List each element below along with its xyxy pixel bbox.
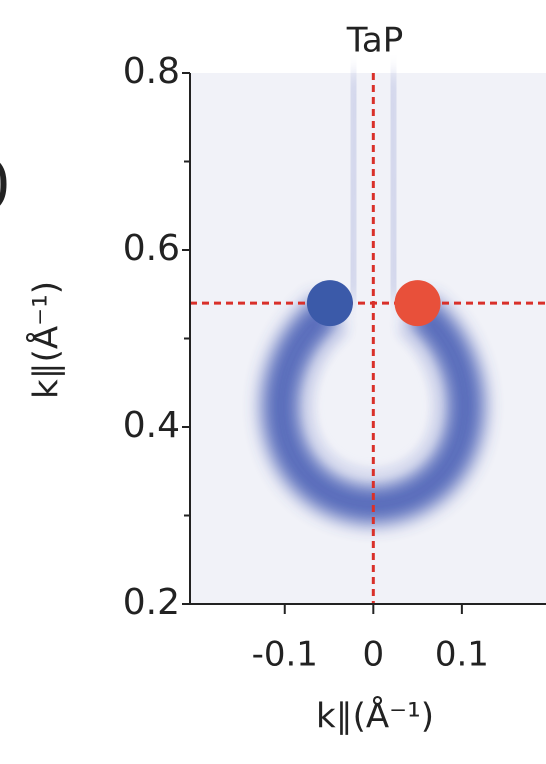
y-axis-label: k∥(Å⁻¹)	[26, 281, 67, 399]
point	[394, 280, 441, 327]
x-tick-label: 0	[362, 635, 384, 675]
y-tick-label: 0.2	[123, 582, 180, 623]
text-fragment: )	[0, 143, 9, 214]
point	[306, 280, 353, 327]
y-tick-label: 0.6	[123, 228, 180, 269]
intensity-map	[190, 72, 546, 604]
x-tick-label: -0.1	[252, 635, 318, 675]
chart-title: TaP	[346, 21, 403, 61]
y-tick-label: 0.8	[123, 51, 180, 92]
x-axis-label: k∥(Å⁻¹)	[316, 696, 434, 737]
y-tick-label: 0.4	[123, 405, 180, 446]
x-tick-label: 0.1	[435, 635, 489, 675]
